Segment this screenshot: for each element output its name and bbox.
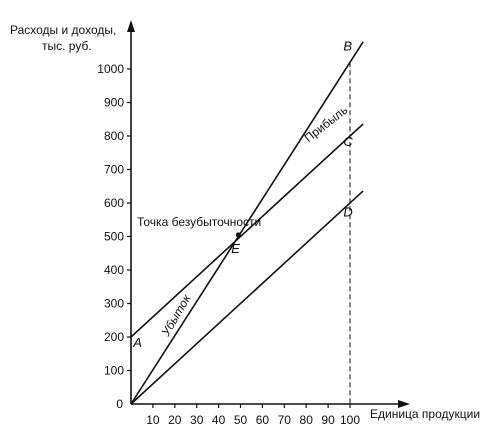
breakeven-point	[235, 232, 241, 238]
series-line-1	[130, 41, 364, 405]
point-label-c: C	[343, 134, 353, 149]
x-tick-label: 70	[278, 413, 292, 427]
point-label-d: D	[343, 204, 352, 219]
y-tick-label: 300	[104, 297, 124, 311]
x-tick-label: 90	[321, 413, 335, 427]
y-tick-label: 700	[104, 163, 124, 177]
breakeven-label: Точка безубыточности	[137, 215, 261, 229]
series-line-3	[130, 190, 364, 405]
series-lines	[130, 41, 364, 405]
y-tick-label: 500	[104, 230, 124, 244]
y-tick-label: 800	[104, 129, 124, 143]
x-tick-label: 30	[190, 413, 204, 427]
x-axis-arrow	[398, 400, 410, 408]
point-label-a: A	[132, 335, 142, 350]
y-axis-arrow	[127, 20, 135, 32]
x-tick-label: 40	[212, 413, 226, 427]
x-tick-label: 80	[300, 413, 314, 427]
chart-labels: Расходы и доходы, тыс. руб. Единица продук…	[10, 23, 480, 421]
y-tick-label: 600	[104, 196, 124, 210]
x-tick-label: 100	[340, 413, 360, 427]
breakeven-point-label: E	[231, 241, 240, 256]
series-line-2	[130, 123, 364, 338]
x-tick-label: 50	[234, 413, 248, 427]
y-tick-label: 100	[104, 364, 124, 378]
point-label-b: B	[343, 39, 352, 54]
x-axis-title: Единица продукции	[370, 407, 480, 421]
y-axis-title-line2: тыс. руб.	[42, 39, 92, 53]
y-tick-label: 200	[104, 330, 124, 344]
y-tick-label: 900	[104, 96, 124, 110]
y-axis-title-line1: Расходы и доходы,	[10, 23, 116, 37]
y-tick-label: 400	[104, 263, 124, 277]
y-tick-label: 1000	[97, 62, 124, 76]
origin-label: 0	[116, 397, 123, 411]
x-tick-label: 20	[168, 413, 182, 427]
x-tick-label: 60	[256, 413, 270, 427]
x-tick-label: 10	[146, 413, 160, 427]
